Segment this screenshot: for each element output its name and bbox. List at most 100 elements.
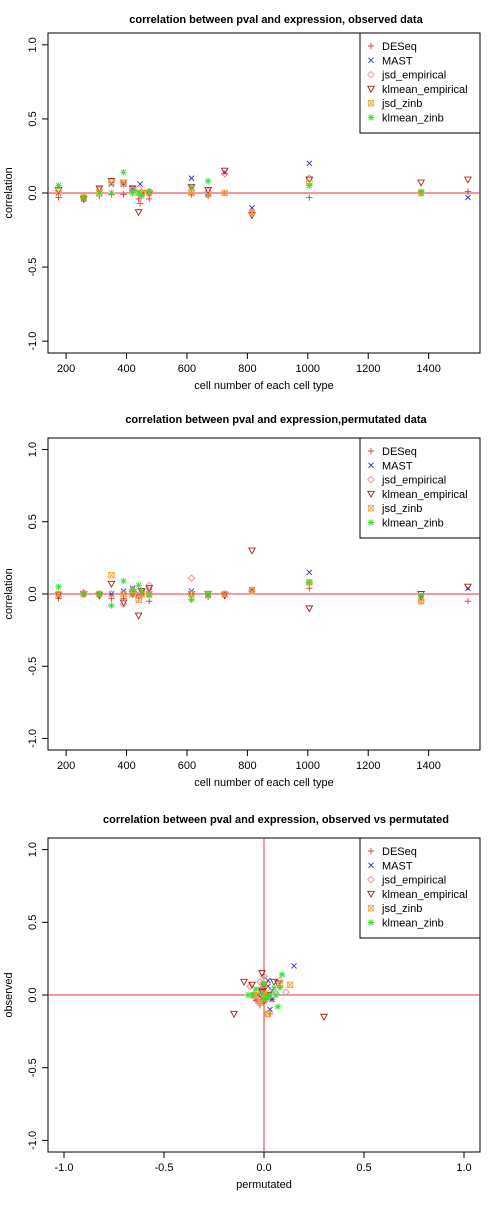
- x-tick-label: 800: [238, 760, 256, 772]
- data-point-DESeq: [464, 598, 472, 605]
- data-point-klmean-zinb: [248, 991, 256, 999]
- y-tick-label: -0.5: [27, 258, 39, 277]
- data-point-klmean-zinb: [135, 189, 142, 197]
- data-point-klmean-zinb: [146, 592, 153, 599]
- x-tick-label: 1200: [356, 760, 380, 772]
- data-point-jsd-empirical: [417, 597, 425, 606]
- legend-marker-jsd-zinb: [367, 505, 375, 512]
- legend-marker-klmean-zinb: [367, 114, 375, 121]
- y-tick-label: -0.5: [27, 1058, 39, 1077]
- data-point-jsd-empirical: [260, 972, 268, 980]
- data-point-klmean-empirical: [95, 185, 104, 193]
- data-point-jsd-empirical: [145, 581, 154, 590]
- x-tick-label: 0.5: [356, 1162, 371, 1174]
- data-point-jsd-empirical: [246, 982, 254, 991]
- data-point-MAST: [129, 185, 136, 192]
- data-point-MAST: [465, 194, 471, 201]
- x-tick-label: -0.5: [155, 1162, 174, 1174]
- legend-label-jsd-zinb: jsd_zinb: [381, 503, 422, 515]
- data-point-jsd-zinb: [108, 179, 115, 186]
- x-tick-label: 1000: [296, 760, 320, 772]
- x-tick-label: 1400: [416, 760, 440, 772]
- data-point-DESeq: [120, 191, 127, 198]
- legend-marker-klmean-empirical: [367, 490, 375, 499]
- data-point-MAST: [188, 175, 195, 182]
- legend-label-klmean-empirical: klmean_empirical: [382, 84, 468, 96]
- data-point-klmean-empirical: [134, 612, 143, 620]
- legend-label-klmean-zinb: klmean_zinb: [382, 518, 444, 530]
- data-point-klmean-zinb: [204, 177, 212, 185]
- legend-marker-DESeq: [367, 42, 375, 50]
- chart-title: correlation between pval and expression,…: [129, 14, 423, 26]
- y-tick-label: -1.0: [27, 332, 39, 351]
- legend-label-MAST: MAST: [382, 860, 413, 872]
- data-point-jsd-empirical: [248, 587, 256, 595]
- data-point-klmean-zinb: [146, 188, 153, 195]
- legend: DESeq MAST jsd_empirical klmean_empiricaljs…: [359, 437, 481, 539]
- legend-label-jsd-zinb: jsd_zinb: [381, 98, 422, 110]
- x-tick-label: 600: [178, 760, 196, 772]
- y-tick-label: 1.0: [27, 37, 39, 52]
- data-point-MAST: [291, 963, 297, 969]
- data-point-klmean-zinb: [108, 602, 115, 609]
- data-point-klmean-zinb: [276, 984, 284, 991]
- x-tick-label: -1.0: [55, 1162, 74, 1174]
- data-point-jsd-zinb: [256, 999, 264, 1006]
- data-point-klmean-empirical: [270, 978, 278, 987]
- data-point-klmean-zinb: [260, 980, 268, 987]
- data-point-DESeq: [135, 195, 142, 203]
- chart-title: correlation between pval and expression,…: [125, 414, 427, 426]
- data-point-klmean-empirical: [230, 1010, 238, 1019]
- data-point-klmean-zinb: [188, 596, 195, 603]
- data-point-klmean-empirical: [119, 599, 128, 607]
- legend-label-jsd-empirical: jsd_empirical: [381, 475, 446, 487]
- data-point-klmean-zinb: [204, 590, 212, 598]
- data-point-klmean-empirical: [274, 980, 282, 988]
- y-tick-label: -1.0: [27, 1131, 39, 1150]
- data-point-klmean-empirical: [220, 167, 229, 175]
- data-point-klmean-zinb: [138, 587, 145, 595]
- chart-title: correlation between pval and expression,…: [103, 814, 449, 826]
- legend: DESeq MAST jsd_empirical klmean_empiricaljs…: [359, 837, 481, 939]
- data-point-klmean-zinb: [138, 192, 145, 200]
- x-tick-label: 200: [57, 363, 75, 375]
- data-point-klmean-empirical: [134, 209, 143, 217]
- y-axis-label: correlation: [3, 568, 15, 619]
- data-point-klmean-empirical: [260, 986, 268, 994]
- legend-marker-MAST: [368, 462, 374, 469]
- x-tick-label: 400: [117, 760, 135, 772]
- legend-label-DESeq: DESeq: [382, 446, 417, 458]
- data-point-jsd-empirical: [107, 590, 116, 598]
- data-point-jsd-zinb: [248, 209, 256, 216]
- data-point-klmean-empirical: [417, 179, 426, 187]
- data-point-klmean-zinb: [306, 579, 313, 586]
- data-point-DESeq: [108, 595, 115, 602]
- data-point-jsd-zinb: [221, 590, 228, 598]
- y-tick-label: 1.0: [27, 442, 39, 457]
- data-point-klmean-zinb: [135, 582, 142, 589]
- legend: DESeq MAST jsd_empirical klmean_empiricaljs…: [359, 32, 481, 134]
- legend-label-DESeq: DESeq: [382, 846, 417, 858]
- x-axis-label: cell number of each cell type: [194, 380, 333, 392]
- y-axis-label: observed: [3, 972, 15, 1017]
- legend-marker-jsd-zinb: [367, 100, 375, 107]
- x-tick-label: 1.0: [456, 1162, 471, 1174]
- x-tick-label: 1400: [416, 363, 440, 375]
- data-point-jsd-zinb: [188, 189, 195, 197]
- data-point-klmean-zinb: [55, 182, 62, 189]
- data-point-klmean-zinb: [129, 189, 136, 197]
- legend-label-jsd-empirical: jsd_empirical: [381, 875, 446, 887]
- data-point-klmean-empirical: [258, 970, 266, 978]
- data-point-klmean-empirical: [107, 580, 116, 589]
- data-point-jsd-empirical: [248, 208, 256, 217]
- data-point-klmean-zinb: [96, 590, 103, 598]
- y-axis-label: correlation: [3, 167, 15, 218]
- data-point-jsd-empirical: [264, 1010, 272, 1018]
- legend-label-jsd-empirical: jsd_empirical: [381, 70, 446, 82]
- data-point-klmean-zinb: [129, 586, 136, 593]
- x-tick-label: 1200: [356, 363, 380, 375]
- y-tick-label: 0.5: [27, 111, 39, 126]
- legend-label-klmean-empirical: klmean_empirical: [382, 889, 468, 901]
- legend-marker-MAST: [368, 57, 374, 64]
- legend-label-klmean-zinb: klmean_zinb: [382, 113, 444, 125]
